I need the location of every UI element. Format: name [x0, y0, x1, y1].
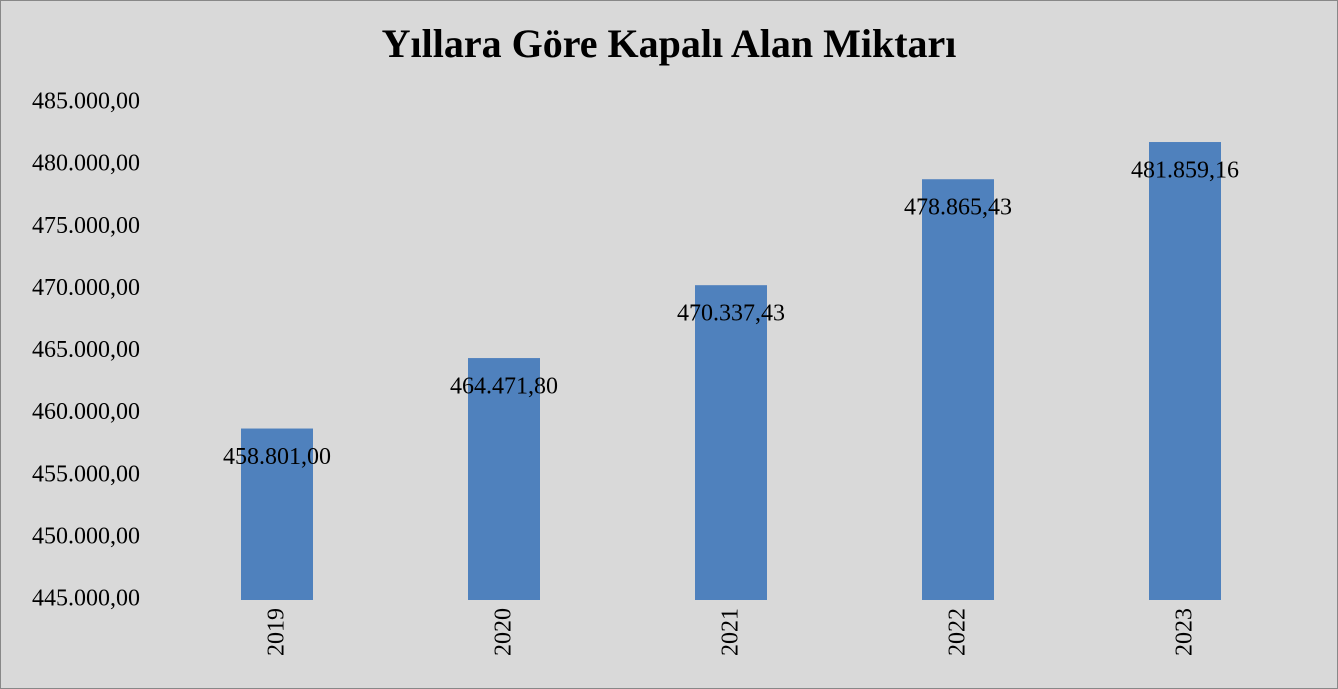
data-label: 481.859,16	[1131, 158, 1239, 184]
y-tick-label: 450.000,00	[32, 523, 140, 549]
y-tick-label: 470.000,00	[32, 275, 140, 301]
data-label: 478.865,43	[904, 195, 1012, 221]
bar	[241, 428, 313, 600]
y-tick-label: 455.000,00	[32, 461, 140, 487]
x-tick-label: 2022	[945, 608, 971, 656]
y-tick-label: 485.000,00	[32, 89, 140, 115]
data-label: 470.337,43	[677, 301, 785, 327]
y-tick-label: 445.000,00	[32, 586, 140, 612]
data-label: 458.801,00	[223, 444, 331, 470]
bar	[695, 285, 767, 600]
bar	[468, 358, 540, 600]
bar	[922, 179, 994, 600]
bar	[1149, 142, 1221, 600]
y-tick-label: 460.000,00	[32, 399, 140, 425]
y-tick-label: 465.000,00	[32, 337, 140, 363]
x-tick-label: 2020	[491, 608, 517, 656]
data-label: 464.471,80	[450, 374, 558, 400]
chart-title: Yıllara Göre Kapalı Alan Miktarı	[382, 21, 957, 66]
x-tick-label: 2023	[1172, 608, 1198, 656]
y-tick-label: 480.000,00	[32, 151, 140, 177]
x-tick-label: 2021	[718, 608, 744, 656]
y-tick-label: 475.000,00	[32, 213, 140, 239]
x-tick-label: 2019	[264, 608, 290, 656]
